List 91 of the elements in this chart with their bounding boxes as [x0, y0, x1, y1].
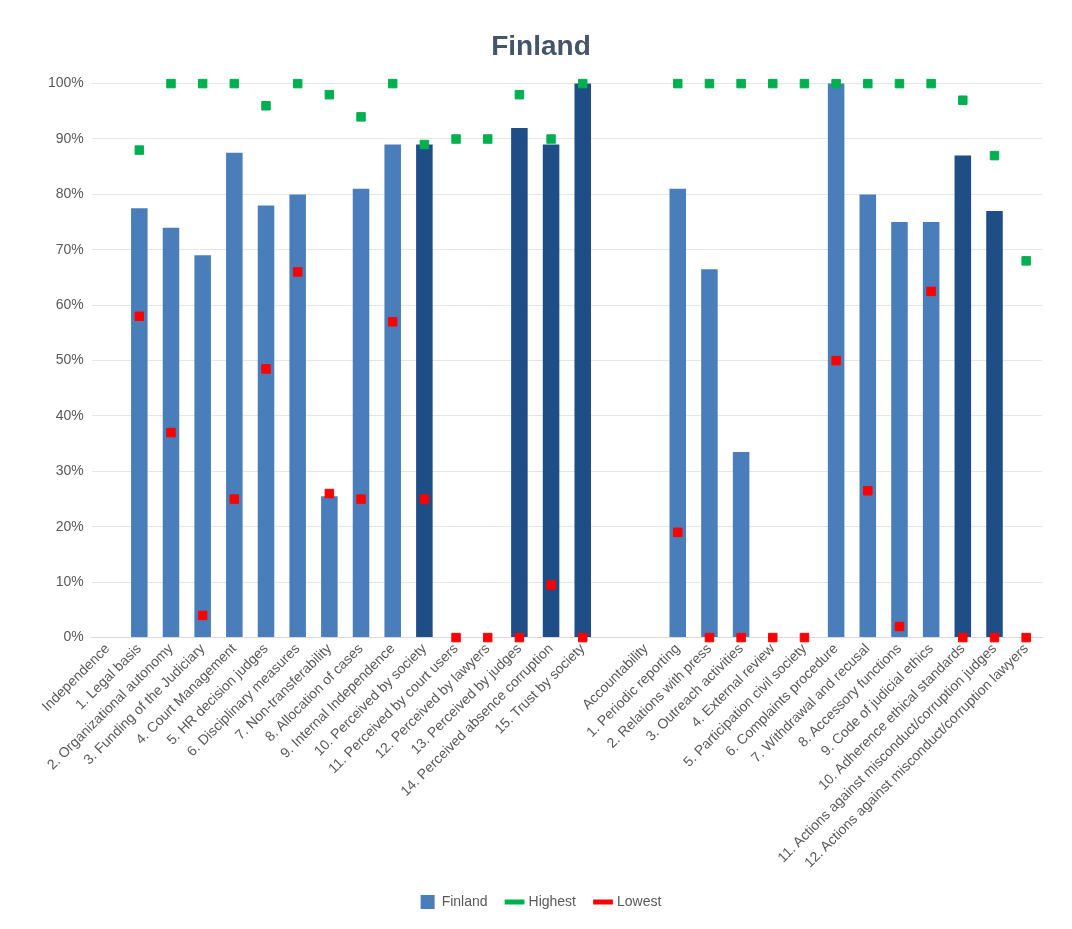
point [229, 78, 240, 89]
bar [574, 83, 592, 638]
bar [669, 188, 687, 638]
point [926, 286, 936, 297]
bar [986, 211, 1003, 638]
point [356, 494, 366, 504]
point [673, 78, 683, 89]
point [229, 494, 240, 504]
bar [701, 269, 718, 638]
point [451, 632, 461, 643]
bar [954, 155, 972, 638]
point [261, 101, 271, 111]
point [799, 632, 810, 643]
y-tick-label: 0% [63, 628, 84, 645]
point [863, 78, 873, 89]
point [387, 317, 398, 327]
y-tick-label: 20% [55, 517, 84, 534]
point [482, 134, 493, 144]
bar [416, 144, 433, 638]
y-tick-label: 40% [55, 406, 84, 423]
bar [922, 222, 940, 638]
point [578, 632, 588, 643]
point [324, 488, 335, 499]
y-tick-label: 30% [55, 462, 84, 479]
point [736, 78, 746, 89]
point [736, 632, 746, 643]
point [799, 78, 810, 89]
bar [162, 227, 180, 638]
point [989, 632, 1000, 643]
point [197, 78, 208, 89]
bar [384, 144, 401, 638]
point [958, 95, 968, 105]
point [324, 89, 335, 100]
point [261, 364, 271, 374]
point [546, 134, 556, 144]
bar [859, 194, 877, 638]
legend-label: Highest [528, 892, 577, 909]
point [831, 355, 841, 366]
point [894, 621, 905, 632]
point [419, 139, 430, 150]
point [387, 78, 398, 89]
bar [194, 255, 211, 638]
y-tick-label: 60% [55, 296, 84, 313]
point [704, 78, 715, 89]
y-tick-label: 50% [55, 351, 84, 368]
bar [257, 205, 275, 638]
chart-title: Finland [491, 29, 591, 61]
point [514, 632, 525, 643]
point [166, 427, 176, 438]
bar [732, 452, 750, 638]
point [292, 267, 303, 277]
point [134, 311, 145, 322]
point [1021, 256, 1031, 266]
point [704, 632, 715, 643]
bar [131, 208, 148, 638]
y-tick-label: 90% [55, 129, 84, 146]
bar [827, 83, 845, 638]
bar [542, 144, 560, 638]
point [1021, 632, 1031, 643]
bar [289, 194, 306, 638]
point [514, 89, 525, 100]
point [831, 78, 841, 89]
point [419, 494, 430, 504]
legend-label: Finland [441, 892, 488, 909]
point [926, 78, 936, 89]
point [958, 632, 968, 643]
point [894, 78, 905, 89]
y-tick-label: 80% [55, 185, 84, 202]
bar [511, 127, 528, 638]
bar [226, 152, 243, 638]
point [863, 486, 873, 496]
bar [891, 222, 908, 638]
point [482, 632, 493, 643]
point [134, 145, 145, 155]
legend-label: Lowest [617, 892, 662, 909]
point [673, 527, 683, 538]
point [768, 632, 778, 643]
point [166, 78, 176, 89]
point [356, 112, 366, 122]
y-tick-label: 70% [55, 240, 84, 257]
point [578, 78, 588, 89]
point [768, 78, 778, 89]
point [197, 610, 208, 621]
point [292, 78, 303, 89]
point [546, 580, 556, 590]
y-tick-label: 10% [55, 573, 84, 590]
point [989, 150, 1000, 161]
bar [352, 188, 370, 638]
bar [321, 496, 338, 638]
point [451, 134, 461, 144]
y-tick-label: 100% [47, 74, 84, 91]
